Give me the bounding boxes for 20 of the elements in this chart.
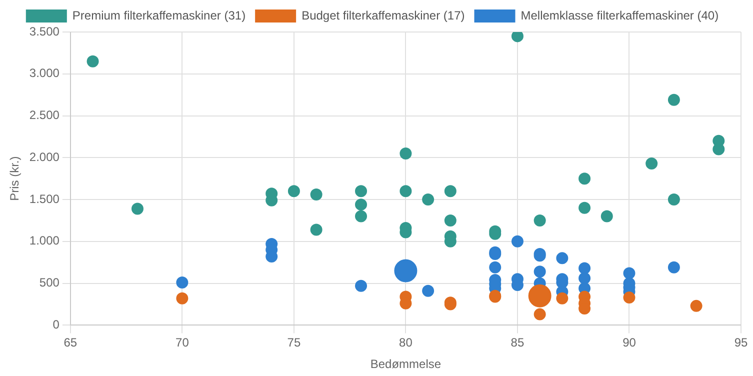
- y-tick-label: 0: [52, 318, 60, 332]
- legend-label: Budget filterkaffemaskiner (17): [302, 8, 465, 22]
- legend-label: Mellemklasse filterkaffemaskiner (40): [520, 8, 719, 22]
- y-tick-label: 3.500: [29, 24, 60, 38]
- y-tick-label: 1.000: [29, 234, 60, 248]
- y-tick-label: 2.000: [29, 150, 60, 164]
- x-tick-label: 65: [64, 336, 78, 350]
- x-tick-label: 80: [399, 336, 413, 350]
- x-tick-label: 95: [734, 336, 748, 350]
- y-tick-label: 2.500: [29, 108, 60, 122]
- x-tick-label: 70: [176, 336, 190, 350]
- x-tick-label: 75: [287, 336, 301, 350]
- y-tick-label: 1.500: [29, 192, 60, 206]
- y-tick-label: 500: [39, 276, 60, 290]
- y-tick-label: 3.000: [29, 66, 60, 80]
- legend-label: Premium filterkaffemaskiner (31): [72, 8, 246, 22]
- x-axis-title: Bedømmelse: [370, 357, 442, 372]
- y-axis-title: Pris (kr.): [8, 156, 22, 201]
- x-tick-label: 90: [622, 336, 636, 350]
- x-tick-label: 85: [510, 336, 524, 350]
